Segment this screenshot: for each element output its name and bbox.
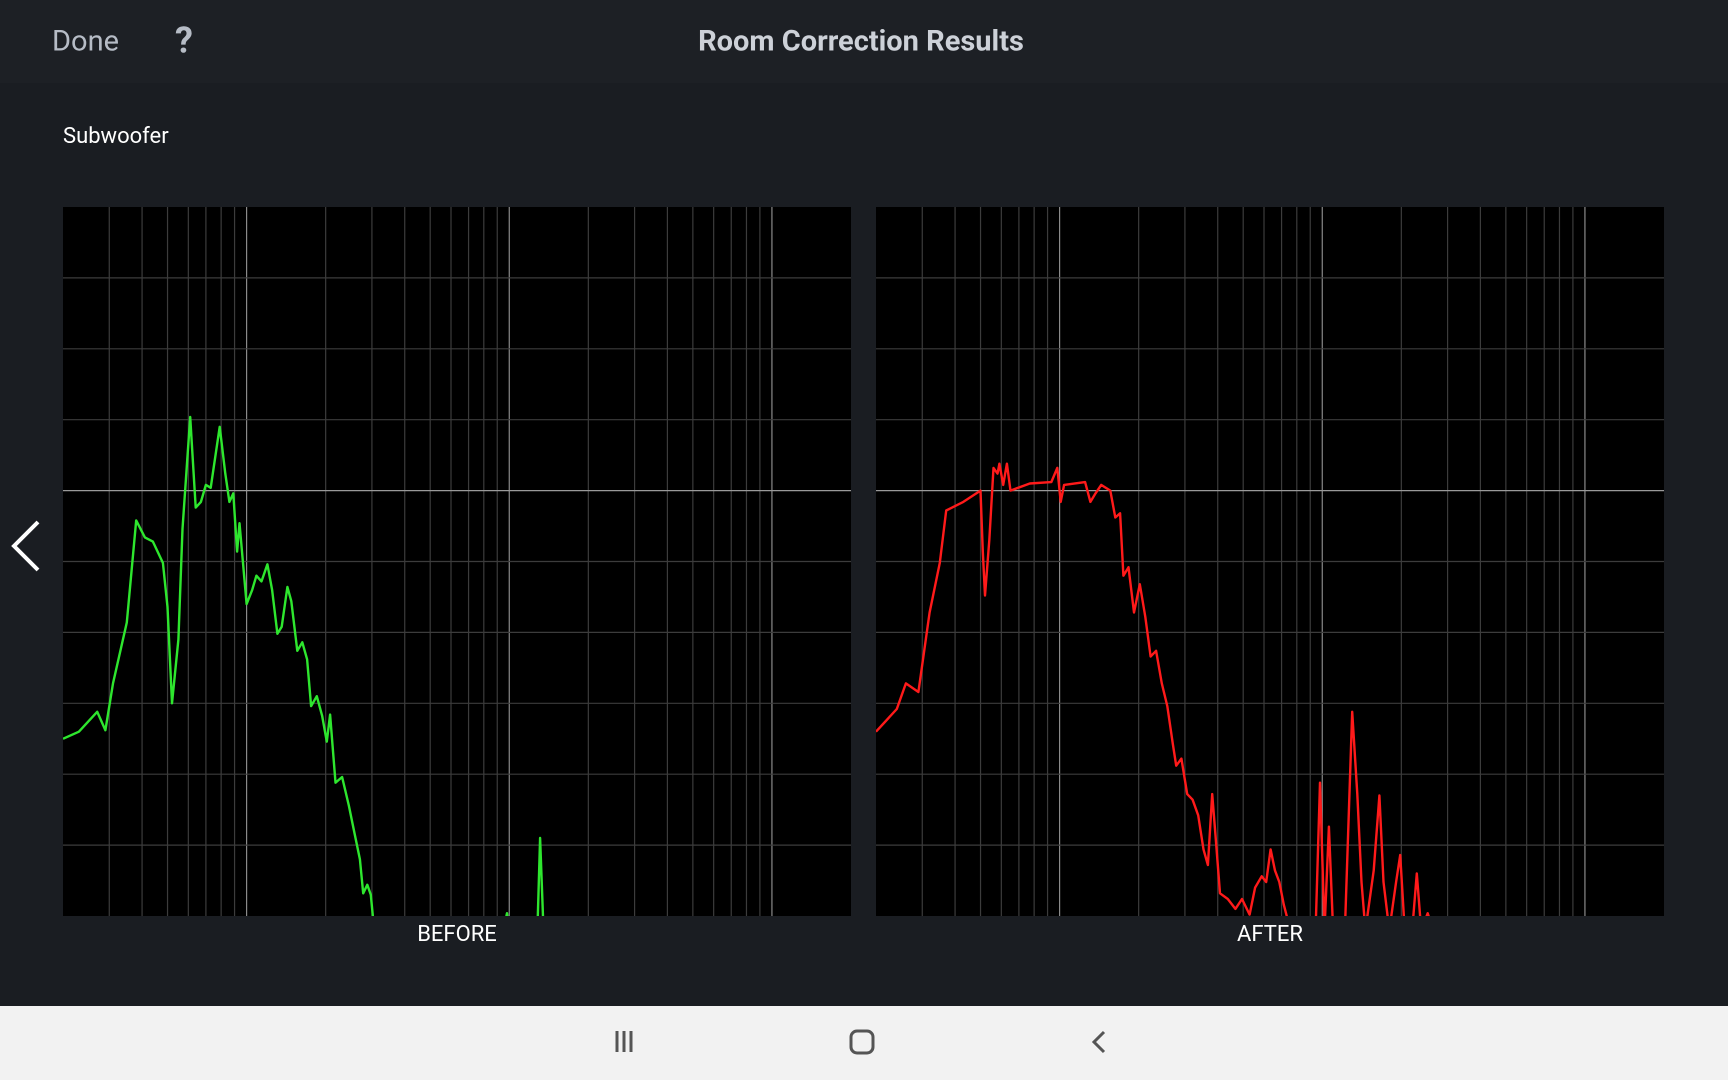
plot — [876, 462, 1430, 916]
help-button[interactable]: ? — [175, 20, 193, 62]
top-bar — [0, 0, 1728, 83]
prev-arrow[interactable] — [11, 520, 40, 572]
nav-home[interactable] — [849, 1029, 875, 1055]
screen-title: Room Correction Results — [698, 25, 1024, 59]
x-axis-label: BEFORE — [417, 922, 497, 947]
x-axis-label: AFTER — [1237, 922, 1303, 947]
nav-bar — [0, 1006, 1728, 1080]
response-curve — [63, 415, 545, 916]
plot — [63, 415, 545, 916]
chart: BEFORE — [63, 207, 851, 947]
done-button[interactable]: Done — [52, 25, 119, 59]
section-label: Subwoofer — [63, 124, 169, 149]
nav-back[interactable] — [1091, 1030, 1106, 1054]
chart: AFTER — [876, 207, 1664, 947]
response-curve — [876, 462, 1430, 916]
